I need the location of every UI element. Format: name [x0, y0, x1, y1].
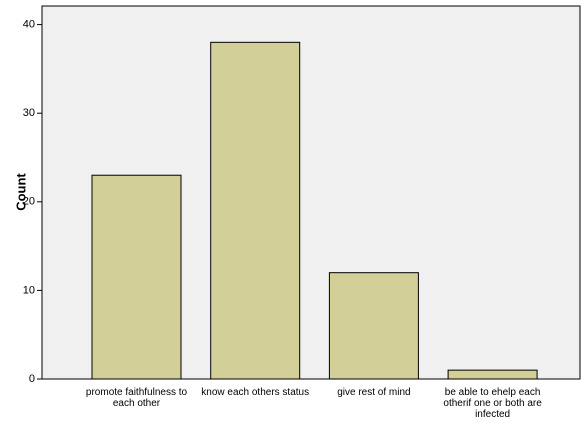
y-tick-label: 40: [23, 19, 35, 31]
bar: [328, 272, 419, 380]
bar: [210, 41, 301, 380]
y-axis-label: Count: [13, 173, 28, 211]
y-tick-label: 10: [23, 284, 35, 296]
x-tick-label: give rest of mind: [337, 387, 411, 398]
y-tick-label: 0: [29, 373, 35, 385]
x-tick-label: be able to ehelp each otherif one or bot…: [443, 387, 542, 420]
y-tick-label: 30: [23, 107, 35, 119]
bar: [447, 369, 538, 380]
bar: [91, 174, 182, 380]
x-tick-label: know each others status: [201, 387, 310, 398]
y-tick-label: 20: [23, 196, 35, 208]
x-tick-label: promote faithfulness to each other: [85, 387, 188, 409]
